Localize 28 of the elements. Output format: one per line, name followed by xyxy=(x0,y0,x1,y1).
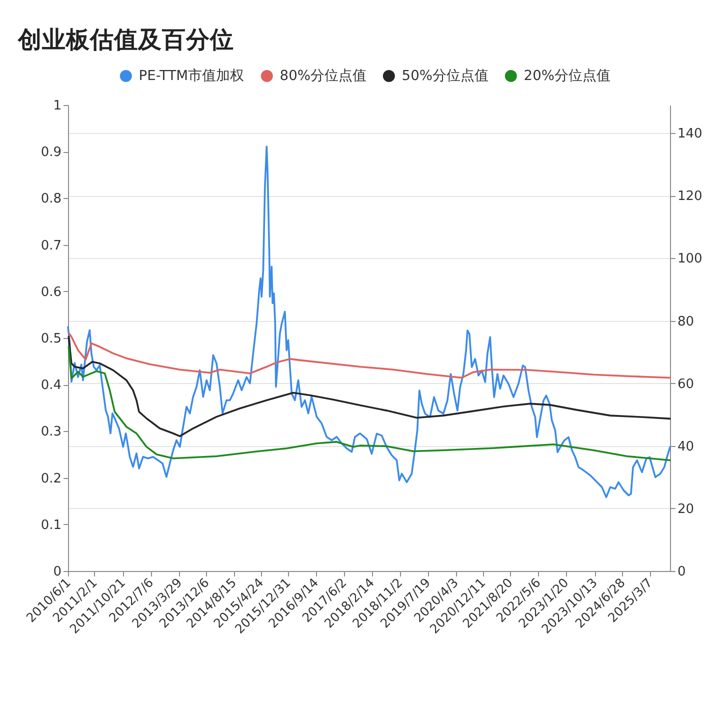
y2-tick-label: 0 xyxy=(678,564,686,580)
y-tick-label: 0.9 xyxy=(40,145,62,160)
y-tick-label: 0.2 xyxy=(40,471,62,486)
y-tick-label: 0.1 xyxy=(40,518,62,533)
y2-tick-label: 20 xyxy=(678,502,694,517)
legend-label: 20%分位点值 xyxy=(524,68,610,84)
y2-tick-label: 120 xyxy=(678,189,702,204)
legend-label: PE-TTM市值加权 xyxy=(138,68,244,84)
y2-tick-label: 100 xyxy=(678,252,702,267)
line-series xyxy=(68,346,671,462)
y2-tick-label: 40 xyxy=(678,439,694,454)
line-series xyxy=(68,336,671,438)
y-tick-label: 0.7 xyxy=(40,238,62,254)
chart-title: 创业板估值及百分位 xyxy=(17,26,234,54)
y2-tick-label: 60 xyxy=(678,376,694,392)
y-tick-label: 1 xyxy=(53,98,62,114)
y-tick-label: 0 xyxy=(53,564,62,580)
legend-label: 80%分位点值 xyxy=(280,68,366,84)
y2-tick-label: 80 xyxy=(678,314,694,330)
y-tick-label: 0.6 xyxy=(40,284,62,300)
line-series xyxy=(68,332,671,379)
line-series xyxy=(67,146,671,498)
y-tick-label: 0.3 xyxy=(40,424,62,440)
legend-label: 50%分位点值 xyxy=(402,68,488,84)
y2-tick-label: 140 xyxy=(678,126,702,142)
y-tick-label: 0.4 xyxy=(40,378,62,394)
y-tick-label: 0.5 xyxy=(40,332,62,346)
y-tick-label: 0.8 xyxy=(40,192,62,207)
